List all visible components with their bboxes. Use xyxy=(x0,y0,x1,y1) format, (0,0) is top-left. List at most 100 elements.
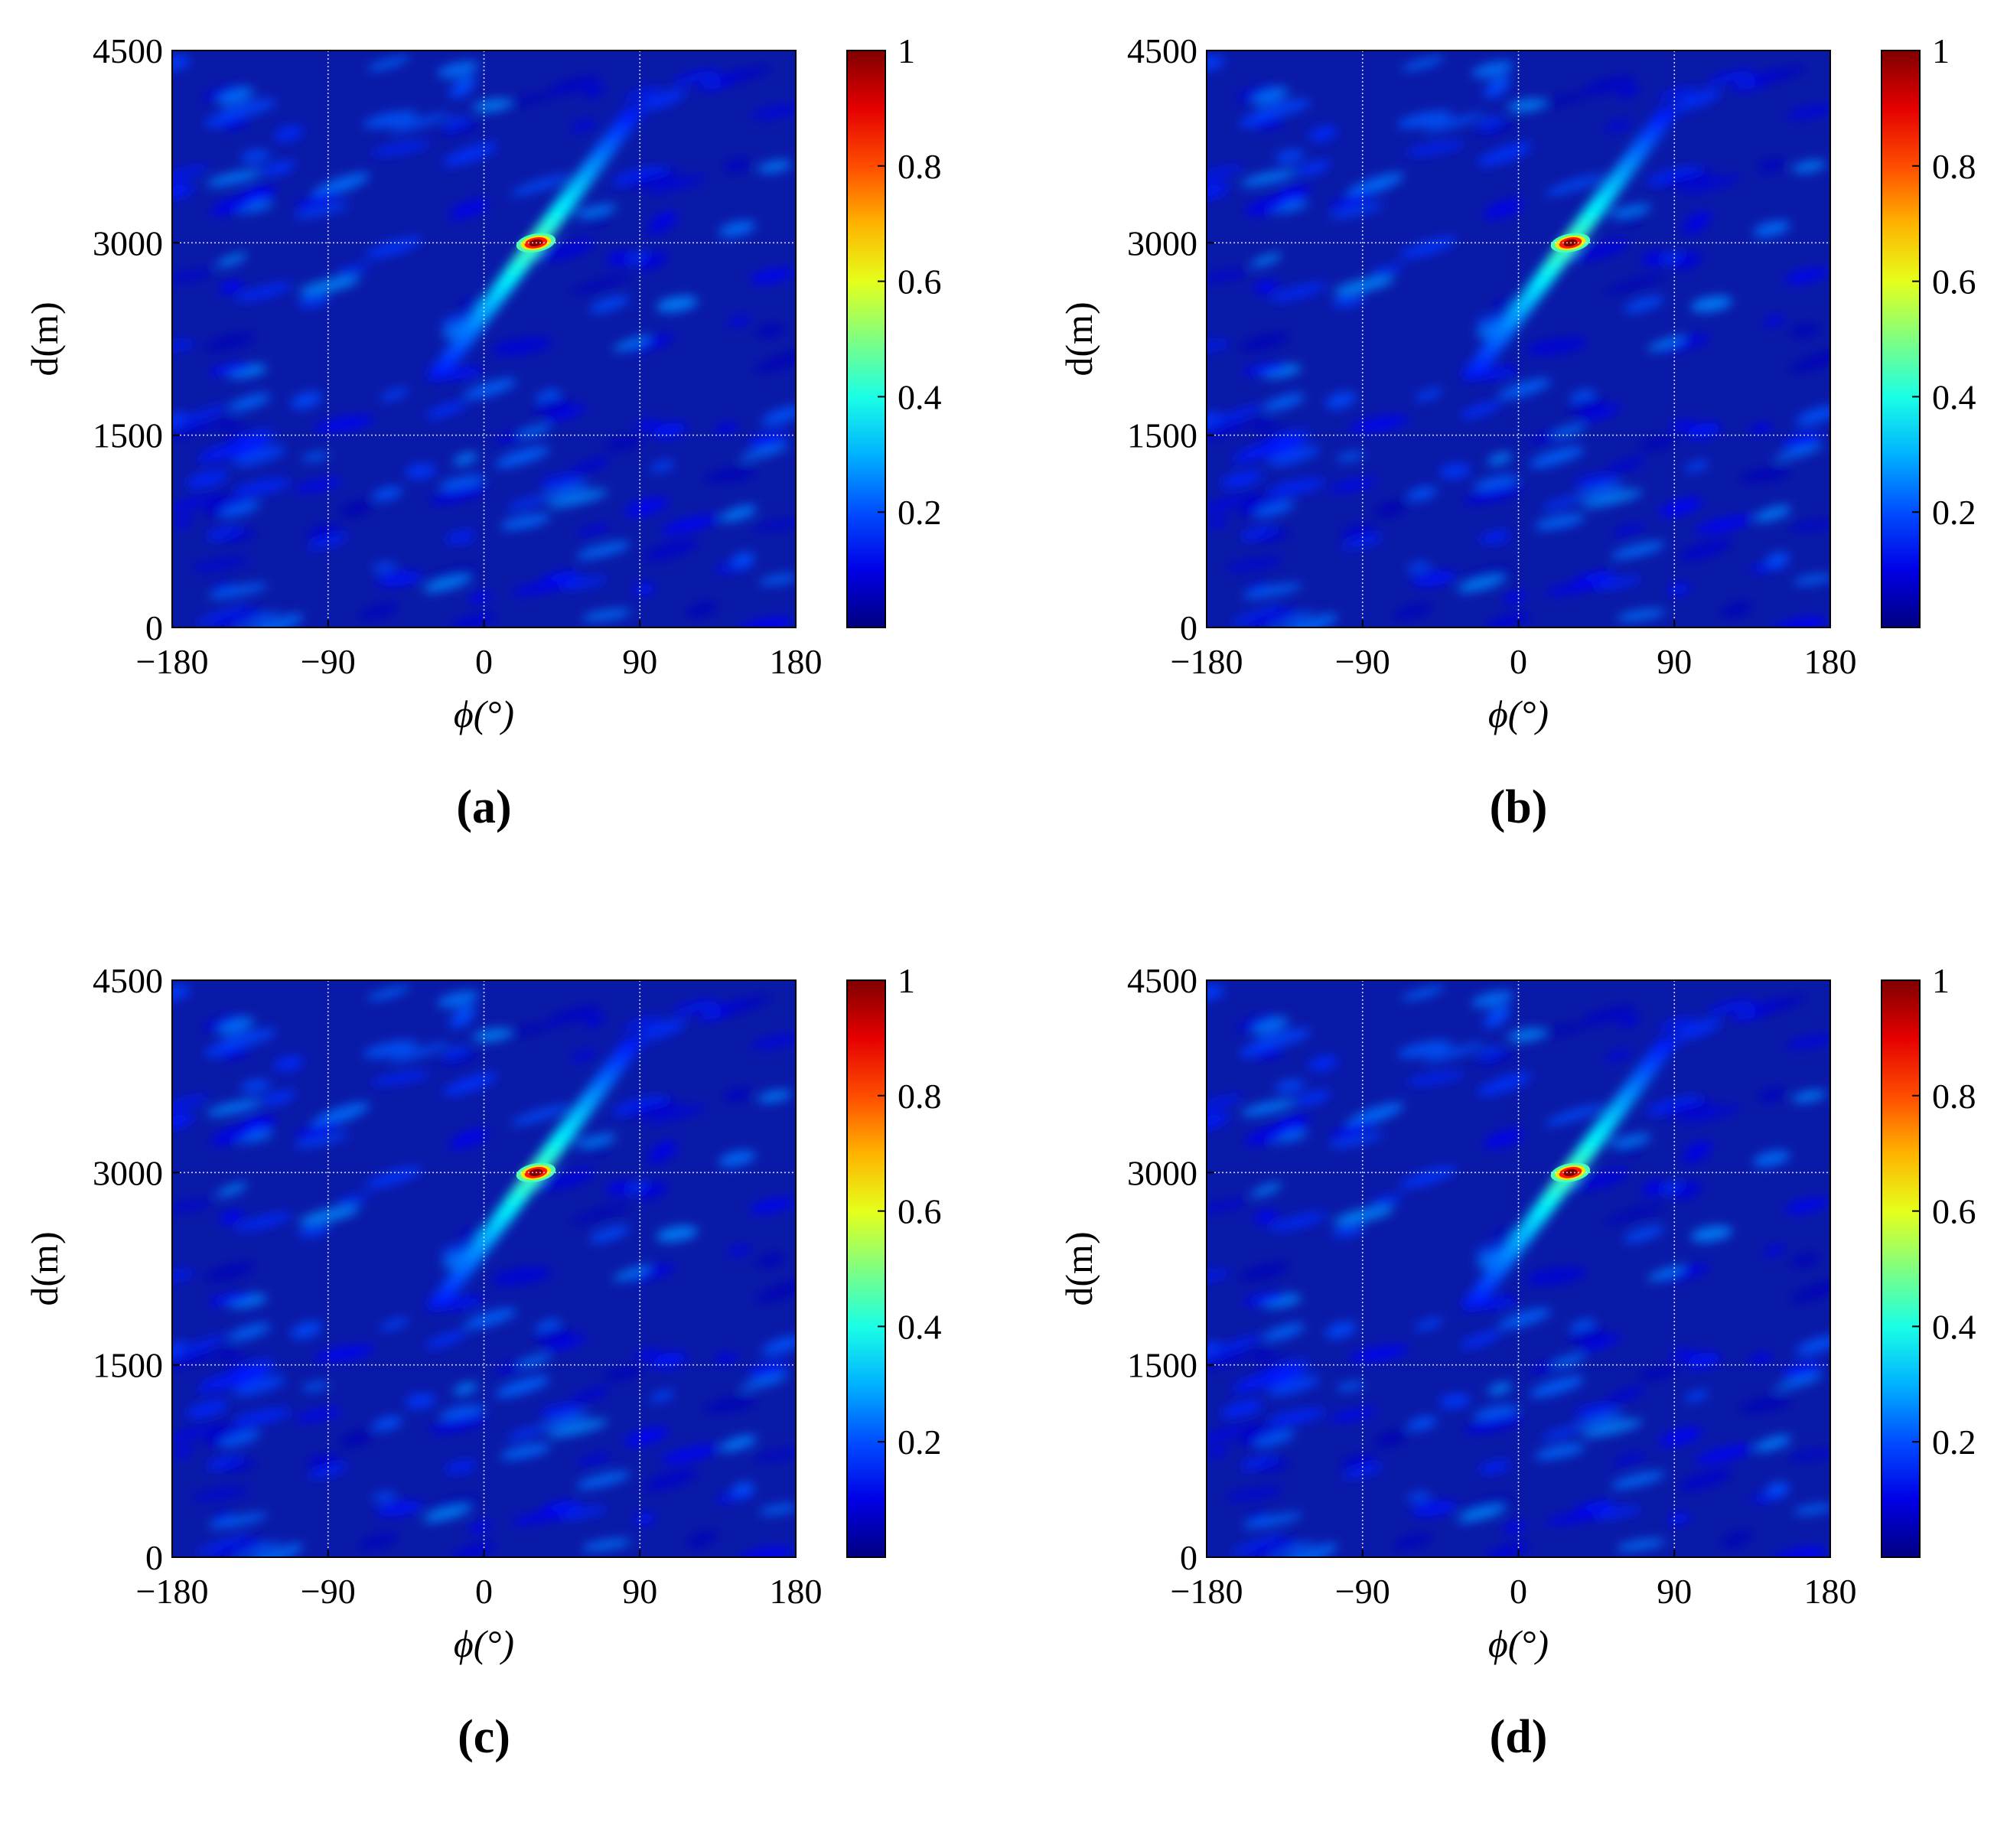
heatmap-cell xyxy=(1790,323,1820,338)
heatmap-cell xyxy=(761,1335,796,1355)
ridge-cell xyxy=(496,1201,523,1216)
heatmap-cell xyxy=(273,1055,304,1072)
heatmap-cell xyxy=(1462,1497,1513,1514)
heatmap-cell xyxy=(1782,432,1823,448)
heatmap-cell xyxy=(1308,125,1338,142)
ridge-cell xyxy=(450,1263,477,1277)
heatmap-cell xyxy=(203,496,249,517)
heatmap-cell xyxy=(1207,1446,1229,1458)
heatmap-cell xyxy=(1406,1071,1465,1085)
heatmap-cell xyxy=(172,182,195,200)
heatmap-cell xyxy=(207,363,251,376)
heatmap-cell xyxy=(635,1349,662,1360)
heatmap-cell xyxy=(576,542,630,559)
heatmap-cell xyxy=(1497,378,1552,399)
heatmap-cell xyxy=(494,1376,550,1398)
heatmap-cell xyxy=(1680,220,1706,234)
heatmap-cell xyxy=(243,1116,275,1131)
x-axis-label: ϕ(°) xyxy=(1488,693,1549,735)
heatmap-cell xyxy=(1242,1293,1285,1305)
ridge-cell xyxy=(1545,1181,1572,1195)
heatmap-cell xyxy=(640,1019,686,1041)
heatmap-cell xyxy=(219,1210,244,1224)
colorbar-tick-label: 1 xyxy=(1932,31,1950,70)
heatmap-cell xyxy=(1308,1055,1338,1072)
heatmap-cell xyxy=(1374,500,1407,517)
heatmap-cell xyxy=(1259,438,1303,458)
heatmap-cell xyxy=(181,405,228,425)
heatmap-cell xyxy=(1406,1491,1431,1502)
heatmap-cell xyxy=(290,392,323,409)
heatmap-cell xyxy=(584,1143,611,1155)
heatmap-cell xyxy=(172,422,215,441)
heatmap-cell xyxy=(1690,295,1733,312)
x-tick-label: 90 xyxy=(622,642,657,681)
heatmap-cell xyxy=(1606,457,1645,474)
heatmap-cell xyxy=(569,1203,631,1224)
heatmap-cell xyxy=(1646,166,1704,186)
heatmap-cell xyxy=(468,592,493,604)
heatmap-cell xyxy=(1457,575,1506,592)
heatmap-cell xyxy=(202,85,242,102)
heatmap-cell xyxy=(1606,1387,1645,1403)
heatmap-cell xyxy=(490,337,552,356)
heatmap-cell xyxy=(1618,85,1640,97)
heatmap-cell xyxy=(1544,1104,1605,1126)
heatmap-cell xyxy=(314,416,375,432)
heatmap-cell xyxy=(172,1094,209,1113)
y-tick-label: 0 xyxy=(1180,1538,1197,1577)
heatmap-cell xyxy=(172,1426,208,1443)
heatmap-cell xyxy=(1766,1481,1790,1498)
heatmap-cell xyxy=(517,1354,551,1367)
heatmap-cell xyxy=(1796,1335,1830,1355)
heatmap-cell xyxy=(582,1539,631,1551)
heatmap-cell xyxy=(1457,1505,1506,1522)
heatmap-cell xyxy=(1582,1419,1643,1438)
heatmap-cell xyxy=(1269,282,1328,301)
heatmap-cell xyxy=(751,105,796,119)
heatmap-cell xyxy=(207,583,269,598)
heatmap-cell xyxy=(1579,1168,1629,1190)
heatmap-cell xyxy=(1207,182,1230,200)
heatmap-cell xyxy=(570,119,598,132)
heatmap-cell xyxy=(1754,996,1806,1014)
heatmap-cell xyxy=(1611,1472,1665,1489)
heatmap-cell xyxy=(1399,1166,1457,1188)
ridge-cell xyxy=(1606,169,1634,184)
heatmap-cell xyxy=(203,1426,249,1446)
y-tick-label: 0 xyxy=(145,608,163,647)
heatmap-cell xyxy=(1207,269,1249,283)
heatmap-cell xyxy=(186,1400,230,1419)
heatmap-cell xyxy=(1794,574,1830,585)
heatmap-cell xyxy=(1471,61,1513,78)
heatmap-cell xyxy=(1552,1354,1585,1367)
heatmap-cell xyxy=(206,1423,227,1436)
heatmap-cell xyxy=(1462,567,1513,584)
ridge-cell xyxy=(1591,189,1618,204)
heatmap-cell xyxy=(1507,99,1546,112)
y-tick-label: 1500 xyxy=(93,416,163,455)
heatmap-cell xyxy=(490,1267,552,1286)
x-tick-label: −90 xyxy=(1335,1572,1390,1611)
heatmap-cell xyxy=(749,268,794,284)
heatmap-cell xyxy=(1766,552,1790,568)
heatmap-cell xyxy=(380,1318,409,1331)
heatmap-cell xyxy=(207,1513,269,1528)
heatmap-cell xyxy=(473,99,512,112)
heatmap-cell xyxy=(1503,592,1527,604)
x-tick-label: 180 xyxy=(1804,1572,1857,1611)
heatmap-cell xyxy=(340,500,373,517)
ridge-cell xyxy=(617,1037,645,1051)
heatmap-cell xyxy=(1539,93,1586,107)
heatmap-cell xyxy=(1577,1335,1622,1353)
heatmap-cell xyxy=(1207,1351,1249,1371)
heatmap-cell xyxy=(1569,1319,1596,1331)
heatmap-cell xyxy=(336,264,370,276)
heatmap-cell xyxy=(534,1327,572,1344)
heatmap-cell xyxy=(364,1166,422,1188)
heatmap-cell xyxy=(1639,435,1679,451)
heatmap-cell xyxy=(240,1079,271,1093)
heatmap-cell xyxy=(389,1043,450,1063)
ridge-cell xyxy=(595,1067,622,1083)
heatmap-cell xyxy=(1707,70,1754,85)
